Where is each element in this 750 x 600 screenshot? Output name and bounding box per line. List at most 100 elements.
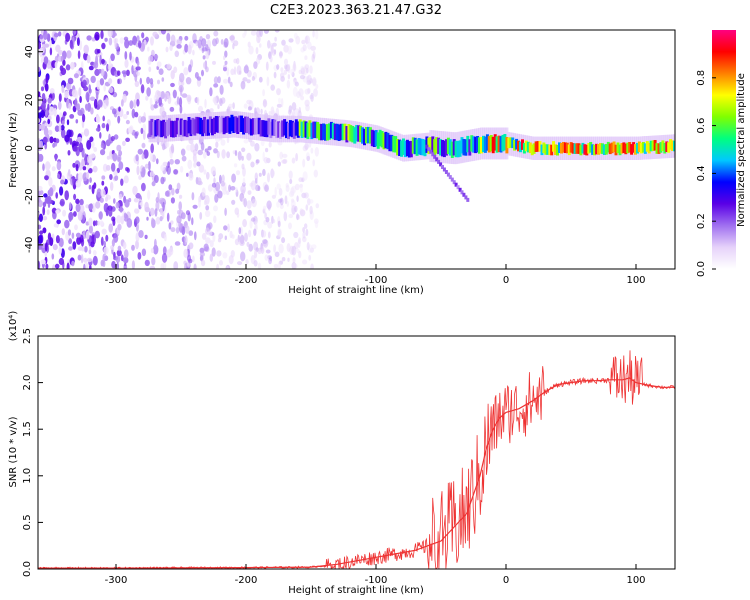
heatmap-cell (497, 135, 501, 152)
heatmap-cell (88, 65, 94, 71)
heatmap-cell (95, 201, 101, 209)
heatmap-cell (365, 127, 368, 144)
heatmap-cell (276, 183, 281, 190)
heatmap-cell (306, 75, 310, 82)
heatmap-cell (40, 123, 46, 131)
heatmap-cell (164, 233, 167, 242)
heatmap-cell (185, 120, 189, 138)
heatmap-cell (56, 161, 62, 171)
heatmap-cell (61, 120, 65, 125)
snr-plot-area (38, 336, 675, 569)
heatmap-cell (636, 142, 639, 154)
heatmap-cell (250, 30, 257, 36)
heatmap-cell (90, 107, 94, 115)
heatmap-cell (480, 137, 483, 154)
heatmap-cell (42, 136, 48, 144)
colorbar-label: Normalized spectral amplitude (736, 73, 747, 227)
heatmap-y-tick-label: 0 (24, 145, 35, 151)
heatmap-cell (121, 70, 127, 75)
heatmap-cell (234, 238, 240, 246)
heatmap-cell (123, 256, 129, 264)
heatmap-cell (302, 231, 306, 239)
heatmap-cell (137, 252, 142, 260)
heatmap-cell (561, 142, 565, 153)
heatmap-cell (312, 50, 316, 59)
heatmap-cell (634, 144, 637, 155)
heatmap-cell (265, 249, 271, 254)
heatmap-cell (597, 144, 600, 155)
heatmap-cell (261, 248, 265, 253)
heatmap-cell (255, 159, 260, 164)
heatmap-cell (105, 123, 110, 132)
heatmap-cell (242, 77, 248, 82)
heatmap-cell (663, 142, 667, 154)
heatmap-cell (165, 165, 169, 172)
heatmap-cell (300, 65, 305, 72)
heatmap-cell (38, 112, 43, 118)
heatmap-cell (101, 58, 105, 65)
heatmap-cell (54, 61, 58, 69)
heatmap-cell (587, 143, 591, 154)
heatmap-cell (314, 220, 319, 229)
heatmap-cell (94, 220, 98, 226)
heatmap-cell (431, 136, 435, 153)
heatmap-cell (253, 61, 258, 69)
heatmap-cell (470, 135, 474, 152)
heatmap-cell (226, 136, 230, 144)
heatmap-cell (95, 127, 101, 132)
heatmap-cell (139, 77, 142, 85)
heatmap-cell (251, 198, 257, 208)
heatmap-cell (107, 30, 113, 38)
snr-y-ticks: 0.0 0.5 1.0 1.5 2.0 2.5 (22, 328, 43, 577)
heatmap-cell (288, 213, 294, 219)
heatmap-cell (659, 142, 663, 153)
heatmap-cell (93, 147, 98, 152)
heatmap-cell (46, 209, 50, 216)
heatmap-cell (556, 144, 559, 156)
heatmap-cell (205, 237, 211, 244)
heatmap-cell (511, 137, 515, 149)
heatmap-cell (38, 42, 42, 49)
heatmap-cell (76, 136, 83, 143)
heatmap-cell (113, 170, 118, 176)
heatmap-cell (226, 151, 231, 159)
heatmap-cell (94, 230, 101, 239)
heatmap-cell (292, 63, 297, 73)
heatmap-cell (86, 257, 93, 263)
heatmap-cell (184, 43, 189, 53)
heatmap-cell (138, 40, 142, 49)
heatmap-cell (233, 66, 237, 76)
snr-x-axis-label: Height of straight line (km) (288, 585, 424, 596)
heatmap-cell (173, 169, 179, 175)
heatmap-cell (131, 260, 135, 269)
heatmap-cell (671, 140, 675, 151)
heatmap-cell (42, 206, 46, 216)
heatmap-cell (135, 66, 141, 71)
heatmap-cell (165, 140, 170, 148)
heatmap-cell (200, 142, 205, 151)
heatmap-cell (230, 186, 236, 191)
heatmap-cell (110, 53, 115, 62)
heatmap-cell (279, 204, 284, 210)
heatmap-cell (92, 165, 98, 173)
heatmap-cell (76, 236, 82, 245)
heatmap-cell (262, 205, 267, 211)
heatmap-cell (60, 248, 65, 259)
heatmap-cell (43, 127, 49, 137)
heatmap-cell (316, 122, 320, 139)
heatmap-cell (88, 184, 92, 190)
heatmap-cell (417, 138, 421, 155)
heatmap-cell (632, 142, 636, 153)
heatmap-cell (156, 91, 162, 96)
heatmap-y-axis-label: Frequency (Hz) (8, 112, 19, 188)
heatmap-cell (210, 166, 216, 176)
heatmap-cell (149, 78, 154, 85)
heatmap-cell (312, 77, 317, 87)
heatmap-cell (174, 159, 180, 165)
heatmap-cell (157, 79, 160, 85)
heatmap-cell (67, 150, 71, 156)
heatmap-cell (133, 99, 137, 109)
heatmap-cell (84, 246, 88, 253)
heatmap-cell (248, 229, 252, 238)
heatmap-cell (189, 119, 193, 137)
